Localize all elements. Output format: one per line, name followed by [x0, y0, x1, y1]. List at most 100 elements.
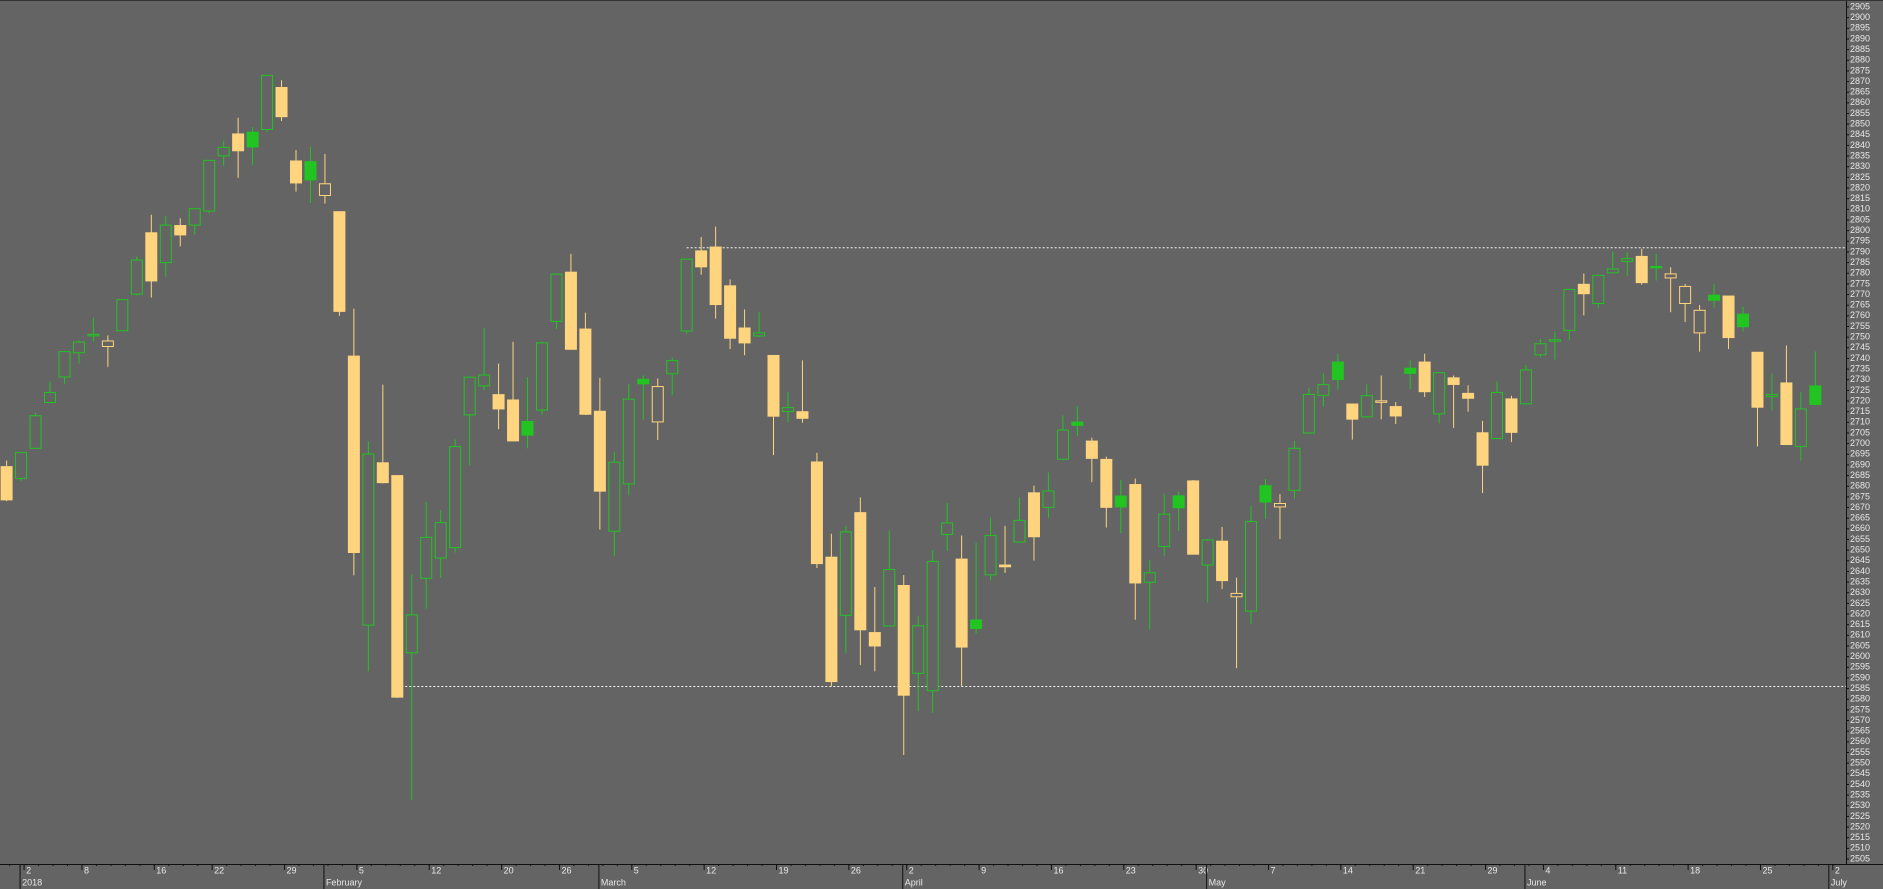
- y-tick-label: 2900: [1850, 12, 1870, 22]
- candle-body: [1056, 429, 1069, 460]
- y-tick-label: 2885: [1850, 44, 1870, 54]
- x-tick-label: 20: [504, 865, 514, 875]
- candle-body: [304, 161, 317, 181]
- candle-body: [825, 556, 838, 683]
- y-tick-label: 2605: [1850, 640, 1870, 650]
- candle-body: [15, 452, 28, 479]
- y-tick-label: 2505: [1850, 853, 1870, 863]
- x-tick-label: 21: [1415, 865, 1425, 875]
- candle-body: [1071, 421, 1084, 426]
- candle-body: [1375, 400, 1388, 403]
- y-tick-label: 2850: [1850, 119, 1870, 129]
- y-tick-label: 2895: [1850, 23, 1870, 33]
- candle-body: [478, 374, 491, 387]
- y-tick-label: 2840: [1850, 140, 1870, 150]
- candle-body: [492, 394, 505, 410]
- candle-body: [796, 411, 809, 419]
- candle-body: [883, 569, 896, 627]
- candle-body: [897, 585, 910, 696]
- candle-body: [753, 332, 766, 337]
- candle-body: [666, 360, 679, 375]
- candle-body: [1013, 519, 1026, 543]
- candle-body: [1346, 403, 1359, 420]
- y-tick-label: 2525: [1850, 811, 1870, 821]
- y-tick-label: 2860: [1850, 97, 1870, 107]
- candle-body: [1418, 361, 1431, 393]
- candle-body: [767, 354, 780, 417]
- y-tick-label: 2650: [1850, 545, 1870, 555]
- y-tick-label: 2535: [1850, 789, 1870, 799]
- candle-body: [1534, 343, 1547, 356]
- y-tick-label: 2785: [1850, 257, 1870, 267]
- x-tick-label: 19: [779, 865, 789, 875]
- candle-body: [680, 258, 693, 332]
- candle-body: [1693, 309, 1706, 334]
- month-label: February: [326, 877, 363, 887]
- y-tick-label: 2890: [1850, 33, 1870, 43]
- candle-body: [1780, 382, 1793, 446]
- candle-body: [1765, 393, 1778, 398]
- candle-body: [0, 466, 13, 501]
- x-tick-label: 29: [1488, 865, 1498, 875]
- candle-body: [1447, 377, 1460, 385]
- y-tick-label: 2720: [1850, 395, 1870, 405]
- x-tick-label: 12: [706, 865, 716, 875]
- y-tick-label: 2685: [1850, 470, 1870, 480]
- y-tick-label: 2695: [1850, 449, 1870, 459]
- y-tick-label: 2570: [1850, 715, 1870, 725]
- x-tick-label: 4: [1545, 865, 1550, 875]
- candle-body: [955, 558, 968, 648]
- candle-body: [1462, 392, 1475, 399]
- candle-body: [449, 446, 462, 549]
- month-label: June: [1527, 877, 1547, 887]
- candle-body: [275, 87, 288, 118]
- month-label: May: [1209, 877, 1227, 887]
- candle-body: [1708, 294, 1721, 301]
- x-tick-label: 12: [431, 865, 441, 875]
- y-tick-label: 2565: [1850, 726, 1870, 736]
- y-tick-label: 2620: [1850, 608, 1870, 618]
- x-tick-label: 23: [1126, 865, 1136, 875]
- candle-body: [434, 522, 447, 559]
- candle-body: [362, 453, 375, 626]
- candle-body: [1621, 258, 1634, 262]
- candle-body: [564, 271, 577, 350]
- y-tick-label: 2675: [1850, 491, 1870, 501]
- y-tick-label: 2880: [1850, 55, 1870, 65]
- y-tick-label: 2610: [1850, 630, 1870, 640]
- x-tick-label: 8: [84, 865, 89, 875]
- candle-body: [1737, 313, 1749, 328]
- y-tick-label: 2835: [1850, 150, 1870, 160]
- y-tick-label: 2520: [1850, 821, 1870, 831]
- y-tick-label: 2855: [1850, 108, 1870, 118]
- candle-body: [1563, 288, 1576, 331]
- month-label: July: [1831, 877, 1848, 887]
- candle-body: [116, 299, 129, 332]
- x-tick-label: 26: [561, 865, 571, 875]
- candle-body: [695, 250, 708, 268]
- candle-body: [1187, 480, 1200, 555]
- x-tick-label: 30: [1198, 865, 1208, 875]
- y-tick-label: 2755: [1850, 321, 1870, 331]
- candle-body: [1100, 458, 1113, 508]
- y-tick-label: 2690: [1850, 459, 1870, 469]
- candle-body: [1273, 503, 1286, 508]
- x-tick-label: 9: [981, 865, 986, 875]
- candle-body: [1216, 540, 1229, 582]
- candle-body: [709, 246, 722, 306]
- x-tick-label: 2: [26, 865, 31, 875]
- candle-body: [1288, 447, 1301, 491]
- x-tick-label: 25: [1762, 865, 1772, 875]
- candle-body: [912, 625, 925, 674]
- candle-body: [1751, 351, 1764, 408]
- candle-body: [347, 355, 360, 553]
- y-tick-label: 2740: [1850, 353, 1870, 363]
- y-tick-label: 2730: [1850, 374, 1870, 384]
- candle-body: [868, 632, 881, 647]
- y-tick-label: 2615: [1850, 619, 1870, 629]
- candle-body: [1635, 255, 1648, 284]
- month-label: April: [905, 877, 923, 887]
- y-tick-label: 2865: [1850, 87, 1870, 97]
